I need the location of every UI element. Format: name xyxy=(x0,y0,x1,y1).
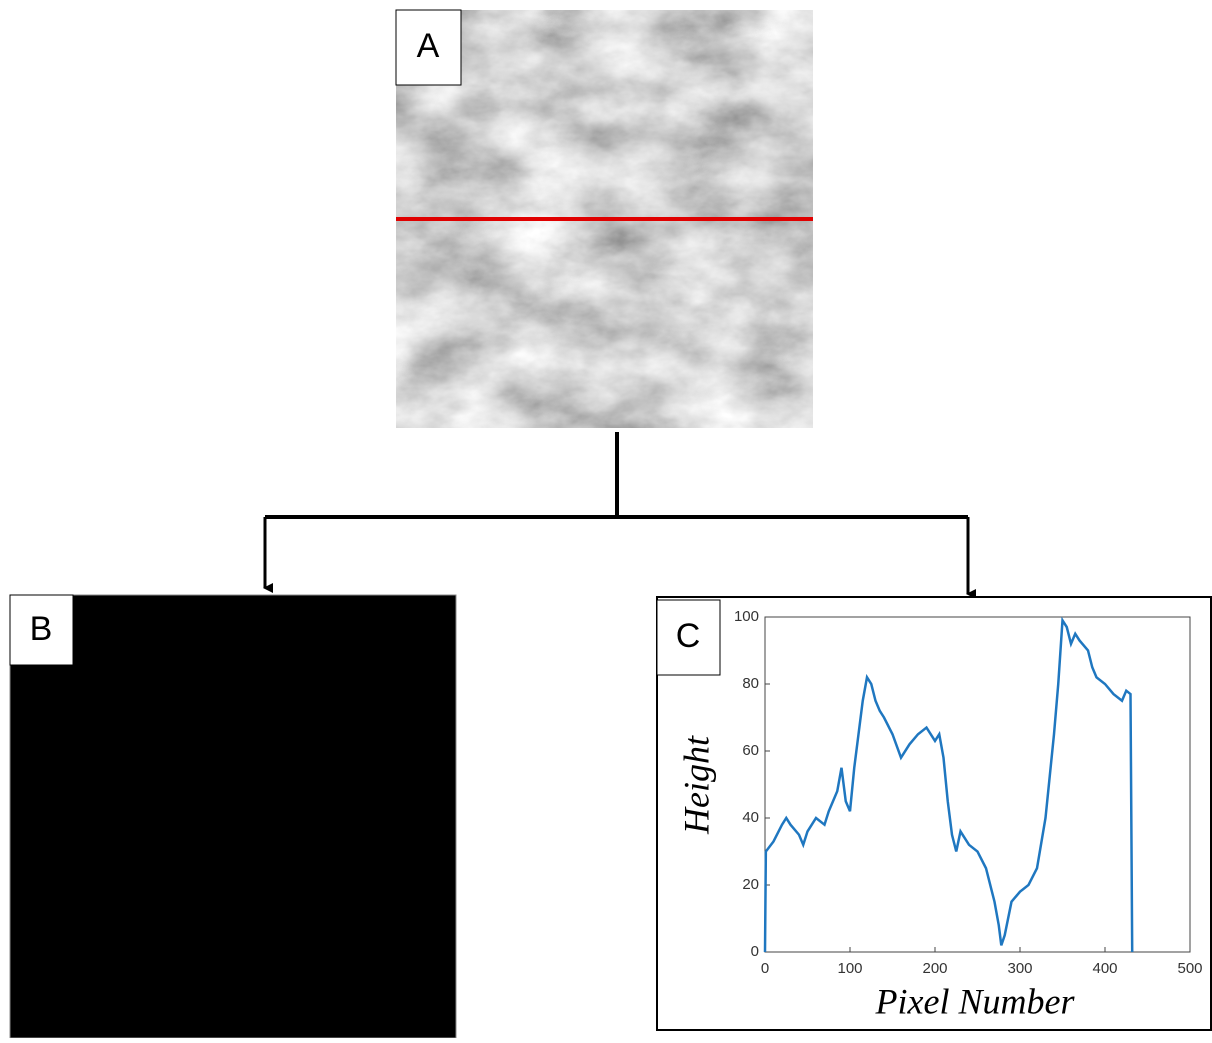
y-tick-label: 0 xyxy=(751,943,759,960)
figure: A B 0 100 200 300 400 500 0 20 40 60 80 100 C Pixel… xyxy=(0,0,1212,1038)
x-axis-title: Pixel Number xyxy=(875,981,1076,1021)
panel-label: C xyxy=(676,617,701,655)
plot: 0 100 200 300 400 500 0 20 40 60 80 100 xyxy=(734,608,1203,977)
x-tick-label: 300 xyxy=(1007,960,1032,977)
y-axis-title: Height xyxy=(676,735,716,835)
y-tick-label: 100 xyxy=(734,608,759,625)
x-tick-label: 500 xyxy=(1177,960,1202,977)
axes-box xyxy=(765,617,1190,952)
x-tick-label: 0 xyxy=(761,960,769,977)
y-tick-label: 40 xyxy=(742,809,759,826)
connector xyxy=(265,432,968,517)
x-tick-label: 200 xyxy=(922,960,947,977)
y-tick-label: 80 xyxy=(742,675,759,692)
panel-label: B xyxy=(30,610,53,648)
panel-label: A xyxy=(417,27,440,65)
crack-image xyxy=(10,595,456,1038)
y-tick-label: 20 xyxy=(742,876,759,893)
x-tick-label: 400 xyxy=(1092,960,1117,977)
y-tick-label: 60 xyxy=(742,742,759,759)
x-tick-label: 100 xyxy=(837,960,862,977)
